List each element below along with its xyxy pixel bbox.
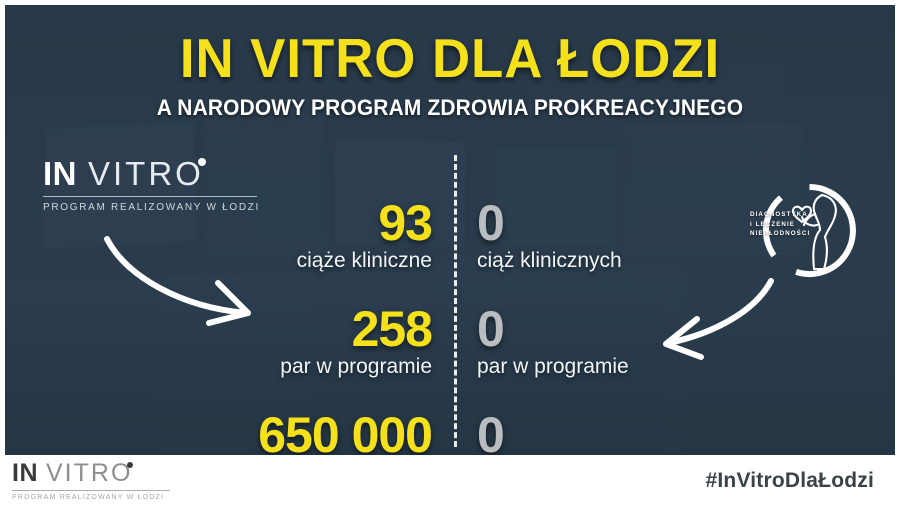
footer-brand-name-bold: IN <box>12 458 38 487</box>
badge-line-2: i LECZENIE <box>750 220 796 228</box>
stats-row: 93 ciąże kliniczne 0 ciąż klinicznych <box>5 195 895 291</box>
stat-left-2: 258 par w programie <box>280 301 433 379</box>
stat-label: par w programie <box>280 355 432 378</box>
background-overlay <box>5 5 895 455</box>
main-panel: IN VITRO DLA ŁODZI A NARODOWY PROGRAM ZD… <box>5 5 895 455</box>
badge-ring-icon <box>763 184 856 277</box>
footer-bar: IN VITRO PROGRAM REALIZOWANY W ŁODZI #In… <box>0 455 900 506</box>
stat-value: 650 000 <box>258 407 433 455</box>
stat-value: 93 <box>378 195 433 251</box>
brand-logo: IN VITRO PROGRAM REALIZOWANY W ŁODZI <box>43 157 260 213</box>
brand-wordmark: IN VITRO <box>43 157 260 190</box>
brand-orbit-dot-icon <box>197 158 206 166</box>
brand-name-bold: IN <box>43 155 77 192</box>
stat-value: 0 <box>477 195 505 251</box>
stat-value: 0 <box>477 407 505 455</box>
footer-brand-name-light: VITRO <box>46 458 134 487</box>
hashtag: #InVitroDlaŁodzi <box>705 468 874 492</box>
footer-brand-divider <box>12 489 170 491</box>
stat-value: 0 <box>477 301 505 357</box>
page-subtitle: A NARODOWY PROGRAM ZDROWIA PROKREACYJNEG… <box>156 95 744 120</box>
stat-left-3: 650 000 wydatkowane środki <box>243 407 433 455</box>
badge-line-3: NIEPŁODNOŚCI <box>750 230 811 237</box>
header: IN VITRO DLA ŁODZI A NARODOWY PROGRAM ZD… <box>5 5 895 120</box>
stats-row: 258 par w programie 0 par w programie <box>5 301 895 397</box>
brand-name-light-text: VITRO <box>88 155 204 192</box>
stat-left-1: 93 ciąże kliniczne <box>296 195 433 273</box>
brand-name-light: VITRO <box>88 155 206 192</box>
stat-right-1: 0 ciąż klinicznych <box>477 195 622 273</box>
stats-row: 650 000 wydatkowane środki 0 wydatkowane… <box>5 407 895 455</box>
stat-right-3: 0 wydatkowane środki <box>477 407 666 455</box>
stat-label: par w programie <box>477 355 629 378</box>
footer-brand-logo: IN VITRO PROGRAM REALIZOWANY W ŁODZI <box>12 458 170 501</box>
stat-label: ciąż klinicznych <box>477 249 622 272</box>
brand-divider <box>43 196 257 197</box>
footer-brand-name-light-text: VITRO <box>46 458 133 487</box>
footer-brand-wordmark: IN VITRO <box>12 458 170 487</box>
brand-tagline: PROGRAM REALIZOWANY W ŁODZI <box>43 202 261 213</box>
fertility-badge: DIAGNOSTYKA i LECZENIE NIEPŁODNOŚCI <box>750 183 857 278</box>
page-title: IN VITRO DLA ŁODZI <box>179 27 721 89</box>
footer-brand-tagline: PROGRAM REALIZOWANY W ŁODZI <box>12 493 165 501</box>
stats-section: 93 ciąże kliniczne 0 ciąż klinicznych 25… <box>5 155 895 455</box>
badge-line-1: DIAGNOSTYKA <box>750 211 808 218</box>
stat-value: 258 <box>351 301 433 357</box>
stats-divider <box>454 155 457 447</box>
stat-right-2: 0 par w programie <box>477 301 629 379</box>
footer-brand-orbit-dot-icon <box>127 461 134 468</box>
badge-caption: DIAGNOSTYKA i LECZENIE NIEPŁODNOŚCI <box>750 210 822 239</box>
stat-label: ciąże kliniczne <box>296 249 432 272</box>
